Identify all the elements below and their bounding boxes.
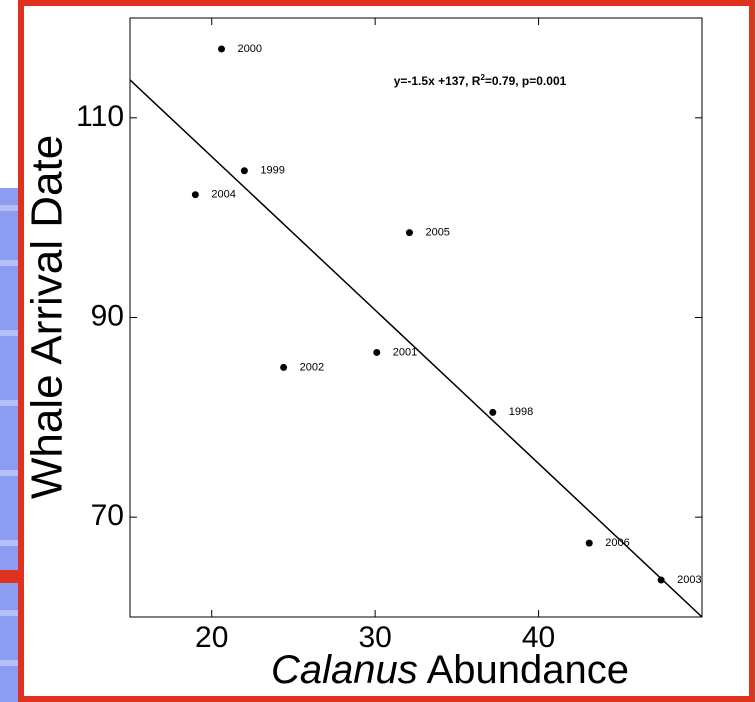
data-point (240, 167, 248, 175)
point-label: 2001 (393, 346, 417, 358)
point-label: 2000 (238, 43, 262, 55)
slide (21, 3, 752, 699)
point-label: 2005 (425, 227, 449, 239)
side-panel (0, 188, 20, 702)
x-axis-label: Calanus Abundance (271, 648, 629, 692)
annotation-part: y=-1.5x +137, R (394, 74, 481, 88)
point-label: 2006 (605, 537, 629, 549)
point-label: 1998 (509, 406, 533, 418)
data-point (191, 191, 199, 199)
x-axis-label-italic: Calanus (271, 648, 418, 692)
x-tick-label: 40 (522, 621, 555, 654)
plot: 70 90 110 20 30 40 2000 1999 2004 2005 2001 2002 199… (76, 17, 703, 654)
slide-border (18, 0, 755, 702)
x-tick-label: 20 (195, 621, 228, 654)
point-label: 2004 (211, 189, 235, 201)
data-point (405, 229, 413, 237)
data-point (585, 539, 593, 547)
x-tick-label: 30 (358, 621, 391, 654)
annotation-superscript: 2 (480, 73, 485, 82)
data-point (280, 363, 288, 371)
data-point (489, 408, 497, 416)
point-label: 2002 (300, 361, 324, 373)
data-point (373, 348, 381, 356)
x-axis-label-rest: Abundance (427, 648, 629, 692)
y-tick-label: 110 (76, 100, 124, 133)
data-point (218, 45, 226, 53)
point-label: 2003 (677, 574, 701, 586)
data-point (657, 576, 665, 584)
point-label: 1999 (260, 165, 284, 177)
trend-line (129, 79, 703, 618)
y-axis-label: Whale Arrival Date (23, 135, 72, 499)
annotation-part: =0.79, p=0.001 (485, 74, 567, 88)
y-tick-label: 90 (91, 299, 124, 332)
fit-annotation: y=-1.5x +137, R2=0.79, p=0.001 (394, 73, 567, 88)
y-tick-label: 70 (91, 499, 124, 532)
